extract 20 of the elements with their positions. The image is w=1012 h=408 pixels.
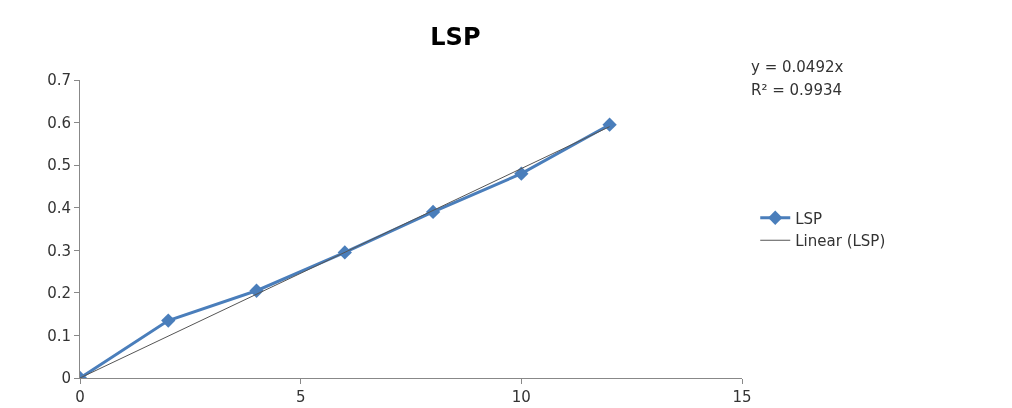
x-tick-label: 5 (295, 388, 306, 406)
legend-label: LSP (795, 209, 823, 228)
y-tick-label: 0.1 (47, 326, 71, 345)
y-tick-label: 0.3 (47, 241, 71, 260)
point (602, 117, 617, 132)
y-tick-label: 0.6 (47, 113, 71, 132)
y-tick-label: 0.5 (47, 156, 71, 175)
x-tick-label: 15 (732, 388, 752, 406)
x-tick-label: 10 (511, 388, 531, 406)
chart-title: LSP (430, 23, 481, 52)
point (514, 166, 529, 181)
y-tick-label: 0.2 (47, 284, 71, 303)
x-tick-label: 0 (75, 388, 85, 406)
point (161, 313, 176, 328)
y-tick-label: 0.7 (47, 71, 71, 90)
y-tick-label: 0 (61, 369, 71, 388)
text: R² = 0.9934 (751, 81, 843, 99)
legend-label: Linear (LSP) (795, 232, 886, 251)
y-tick-label: 0.4 (47, 198, 71, 217)
text: y = 0.0492x (751, 58, 844, 76)
